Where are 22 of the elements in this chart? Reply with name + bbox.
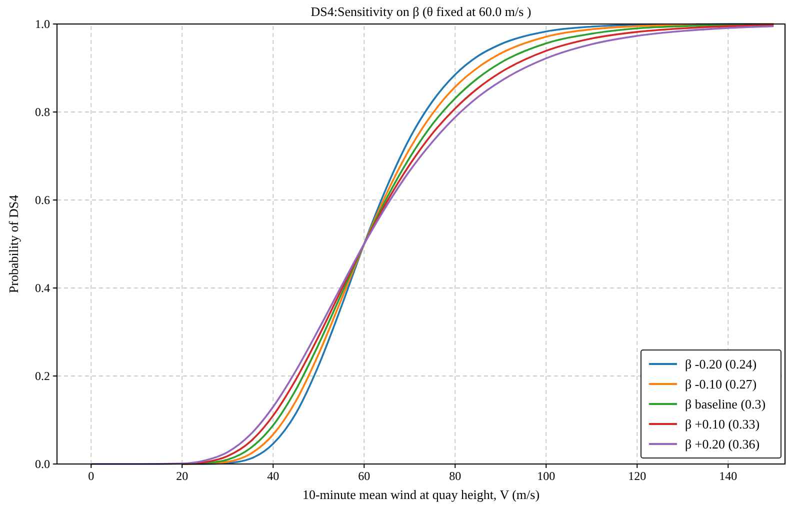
x-tick-label: 0 bbox=[88, 469, 94, 483]
x-tick-label: 60 bbox=[358, 469, 370, 483]
legend-label: β -0.20 (0.24) bbox=[685, 356, 757, 372]
x-tick-label: 120 bbox=[628, 469, 646, 483]
y-tick-label: 0.2 bbox=[35, 369, 50, 384]
y-tick-label: 0.0 bbox=[35, 457, 50, 472]
chart-title: DS4:Sensitivity on β (θ fixed at 60.0 m/s ) bbox=[310, 4, 532, 19]
y-axis-title: Probability of DS4 bbox=[6, 194, 21, 294]
y-tick-label: 0.6 bbox=[35, 193, 50, 208]
x-tick-label: 80 bbox=[449, 469, 462, 483]
x-tick-label: 20 bbox=[176, 469, 188, 483]
x-tick-label: 140 bbox=[719, 469, 738, 483]
x-tick-label: 40 bbox=[267, 469, 280, 483]
legend-label: β -0.10 (0.27) bbox=[685, 376, 757, 392]
y-tick-label: 0.8 bbox=[35, 105, 50, 120]
y-tick-label: 0.4 bbox=[35, 281, 50, 296]
x-tick-label: 100 bbox=[537, 469, 556, 483]
legend-label: β +0.10 (0.33) bbox=[685, 416, 760, 432]
legend-label: β +0.20 (0.36) bbox=[685, 436, 760, 452]
legend-label: β baseline (0.3) bbox=[685, 396, 766, 412]
y-tick-label: 1.0 bbox=[35, 17, 50, 32]
x-axis-title: 10-minute mean wind at quay height, V (m/s) bbox=[302, 487, 540, 502]
